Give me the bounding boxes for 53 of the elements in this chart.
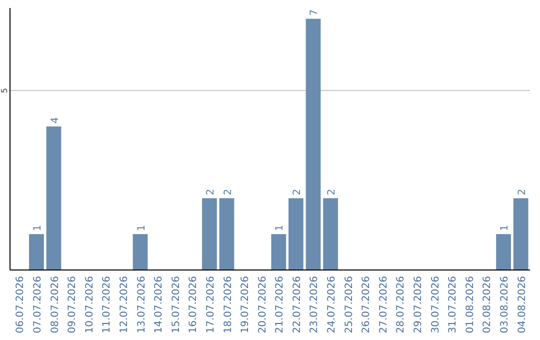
x-tick-label: 22.07.2026 <box>292 276 303 334</box>
data-label: 4 <box>50 117 61 124</box>
data-label: 1 <box>32 224 44 232</box>
data-label: 1 <box>136 224 148 232</box>
x-tick-label: 03.08.2026 <box>500 276 511 334</box>
x-tick-label: 20.07.2026 <box>257 276 268 334</box>
data-label: 1 <box>500 224 511 232</box>
data-label: 1 <box>274 224 286 232</box>
bar <box>271 234 286 270</box>
x-tick-label: 28.07.2026 <box>396 276 407 334</box>
x-tick-label: 15.07.2026 <box>170 276 182 334</box>
bar <box>46 126 62 270</box>
bar <box>288 198 304 270</box>
bar <box>323 198 338 270</box>
x-tick-label: 25.07.2026 <box>344 276 355 334</box>
x-tick-label: 08.07.2026 <box>50 276 61 334</box>
data-label: 2 <box>205 188 216 196</box>
x-tick-label: 14.07.2026 <box>154 276 165 334</box>
x-tick-label: 19.07.2026 <box>240 276 252 334</box>
data-label: 2 <box>326 188 338 196</box>
x-tick-label: 04.08.2026 <box>516 276 528 334</box>
bar <box>202 198 217 270</box>
x-tick-label: 11.07.2026 <box>102 276 113 334</box>
x-tick-label: 27.07.2026 <box>378 276 390 334</box>
x-tick-label: 24.07.2026 <box>326 276 338 334</box>
bar <box>306 18 321 270</box>
x-tick-label: 01.08.2026 <box>464 276 476 334</box>
bar <box>496 234 511 270</box>
x-tick-label: 07.07.2026 <box>32 276 44 334</box>
data-label: 2 <box>292 188 303 196</box>
x-tick-label: 26.07.2026 <box>361 276 372 334</box>
x-tick-label: 31.07.2026 <box>448 276 459 334</box>
data-label: 2 <box>222 188 234 196</box>
bar <box>219 198 234 270</box>
x-tick-label: 16.07.2026 <box>188 276 200 334</box>
x-tick-label: 23.07.2026 <box>309 276 320 334</box>
bar <box>29 234 44 270</box>
bar <box>132 234 148 270</box>
x-tick-label: 02.08.2026 <box>482 276 494 334</box>
x-tick-label: 18.07.2026 <box>222 276 234 334</box>
data-label: 2 <box>516 188 528 196</box>
bar <box>513 198 528 270</box>
x-tick-label: 30.07.2026 <box>430 276 442 334</box>
data-label: 7 <box>309 9 320 16</box>
x-tick-label: 21.07.2026 <box>274 276 286 334</box>
x-tick-label: 10.07.2026 <box>84 276 96 334</box>
x-tick-label: 06.07.2026 <box>15 276 26 334</box>
x-tick-label: 17.07.2026 <box>205 276 216 334</box>
x-tick-label: 09.07.2026 <box>67 276 78 334</box>
y-tick-label: 5 <box>0 88 9 94</box>
x-tick-label: 29.07.2026 <box>413 276 424 334</box>
x-tick-label: 13.07.2026 <box>136 276 148 334</box>
x-tick-label: 12.07.2026 <box>118 276 130 334</box>
